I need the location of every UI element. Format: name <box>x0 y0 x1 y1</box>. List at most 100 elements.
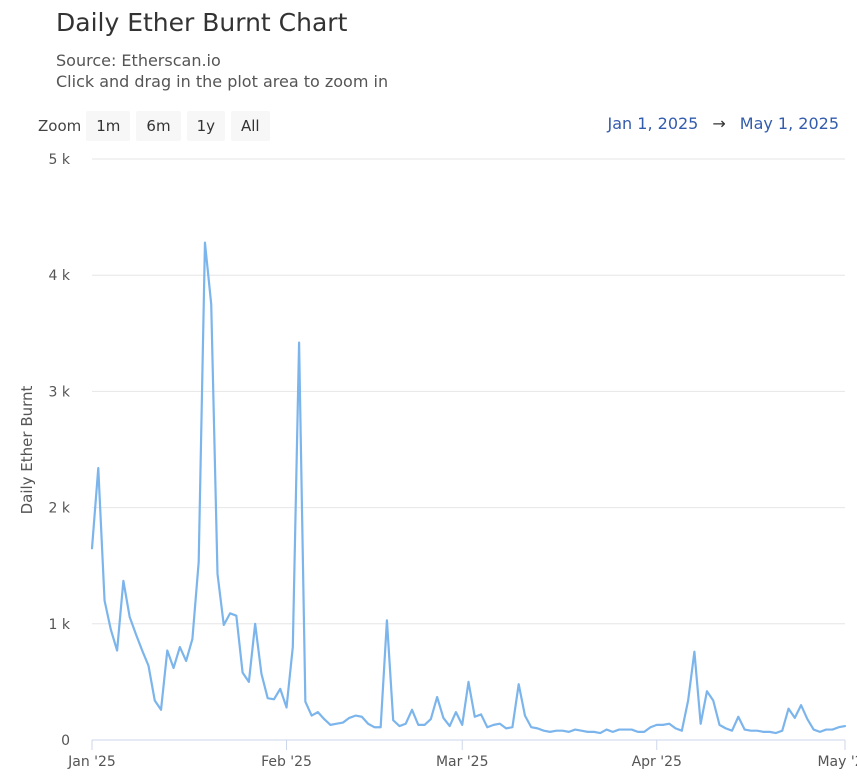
data-point[interactable] <box>541 728 547 734</box>
data-point[interactable] <box>597 730 603 736</box>
data-point[interactable] <box>171 665 177 671</box>
data-point[interactable] <box>572 727 578 733</box>
data-point[interactable] <box>459 722 465 728</box>
data-point[interactable] <box>717 722 723 728</box>
data-point[interactable] <box>202 240 208 246</box>
data-point[interactable] <box>114 648 120 654</box>
data-point[interactable] <box>89 545 95 551</box>
data-point[interactable] <box>691 649 697 655</box>
data-point[interactable] <box>591 729 597 735</box>
data-point[interactable] <box>95 465 101 471</box>
data-point[interactable] <box>710 697 716 703</box>
data-point[interactable] <box>622 727 628 733</box>
data-point[interactable] <box>616 727 622 733</box>
data-point[interactable] <box>152 697 158 703</box>
data-point[interactable] <box>823 727 829 733</box>
data-point[interactable] <box>522 713 528 719</box>
data-point[interactable] <box>610 729 616 735</box>
data-point[interactable] <box>315 709 321 715</box>
data-point[interactable] <box>453 709 459 715</box>
data-point[interactable] <box>698 721 704 727</box>
data-point[interactable] <box>472 714 478 720</box>
data-point[interactable] <box>779 728 785 734</box>
range-to-date[interactable]: May 1, 2025 <box>739 114 839 133</box>
zoom-6m-button[interactable]: 6m <box>136 111 181 141</box>
data-point[interactable] <box>334 721 340 727</box>
data-point[interactable] <box>566 729 572 735</box>
data-point[interactable] <box>466 679 472 685</box>
data-point[interactable] <box>277 686 283 692</box>
data-point[interactable] <box>704 688 710 694</box>
data-point[interactable] <box>842 723 848 729</box>
data-point[interactable] <box>491 722 497 728</box>
data-point[interactable] <box>145 663 151 669</box>
data-point[interactable] <box>158 707 164 713</box>
data-point[interactable] <box>654 722 660 728</box>
data-point[interactable] <box>164 648 170 654</box>
data-point[interactable] <box>560 728 566 734</box>
data-point[interactable] <box>240 670 246 676</box>
data-point[interactable] <box>428 716 434 722</box>
data-point[interactable] <box>346 715 352 721</box>
data-point[interactable] <box>516 681 522 687</box>
data-point[interactable] <box>836 724 842 730</box>
data-point[interactable] <box>390 717 396 723</box>
data-point[interactable] <box>108 627 114 633</box>
data-point[interactable] <box>811 727 817 733</box>
data-point[interactable] <box>309 713 315 719</box>
data-point[interactable] <box>660 722 666 728</box>
data-point[interactable] <box>384 617 390 623</box>
data-point[interactable] <box>415 722 421 728</box>
data-point[interactable] <box>604 727 610 733</box>
data-point[interactable] <box>252 621 258 627</box>
data-point[interactable] <box>641 729 647 735</box>
zoom-1m-button[interactable]: 1m <box>86 111 131 141</box>
data-point[interactable] <box>133 631 139 637</box>
data-point[interactable] <box>258 671 264 677</box>
data-point[interactable] <box>760 729 766 735</box>
data-point[interactable] <box>440 715 446 721</box>
data-point[interactable] <box>497 721 503 727</box>
data-point[interactable] <box>503 725 509 731</box>
data-point[interactable] <box>265 695 271 701</box>
data-point[interactable] <box>666 721 672 727</box>
data-point[interactable] <box>290 644 296 650</box>
data-point[interactable] <box>321 716 327 722</box>
data-point[interactable] <box>127 614 133 620</box>
data-point[interactable] <box>284 704 290 710</box>
data-point[interactable] <box>139 648 145 654</box>
data-point[interactable] <box>177 644 183 650</box>
data-point[interactable] <box>817 729 823 735</box>
data-point[interactable] <box>685 697 691 703</box>
data-point[interactable] <box>792 715 798 721</box>
data-point[interactable] <box>102 598 108 604</box>
data-point[interactable] <box>120 578 126 584</box>
data-point[interactable] <box>484 724 490 730</box>
data-point[interactable] <box>365 721 371 727</box>
data-point[interactable] <box>804 716 810 722</box>
data-point[interactable] <box>478 711 484 717</box>
data-point[interactable] <box>798 702 804 708</box>
data-point[interactable] <box>829 727 835 733</box>
data-point[interactable] <box>208 301 214 307</box>
data-point[interactable] <box>189 636 195 642</box>
data-point[interactable] <box>723 725 729 731</box>
data-point[interactable] <box>302 699 308 705</box>
data-point[interactable] <box>233 613 239 619</box>
data-point[interactable] <box>246 679 252 685</box>
data-point[interactable] <box>647 724 653 730</box>
data-point[interactable] <box>729 728 735 734</box>
zoom-1y-button[interactable]: 1y <box>186 111 225 141</box>
data-point[interactable] <box>767 729 773 735</box>
data-point[interactable] <box>353 713 359 719</box>
data-point[interactable] <box>271 696 277 702</box>
data-point[interactable] <box>535 725 541 731</box>
data-point[interactable] <box>183 658 189 664</box>
data-point[interactable] <box>773 730 779 736</box>
data-point[interactable] <box>635 729 641 735</box>
data-point[interactable] <box>359 714 365 720</box>
data-point[interactable] <box>327 722 333 728</box>
data-point[interactable] <box>434 694 440 700</box>
data-point[interactable] <box>673 725 679 731</box>
zoom-all-button[interactable]: All <box>230 111 270 141</box>
